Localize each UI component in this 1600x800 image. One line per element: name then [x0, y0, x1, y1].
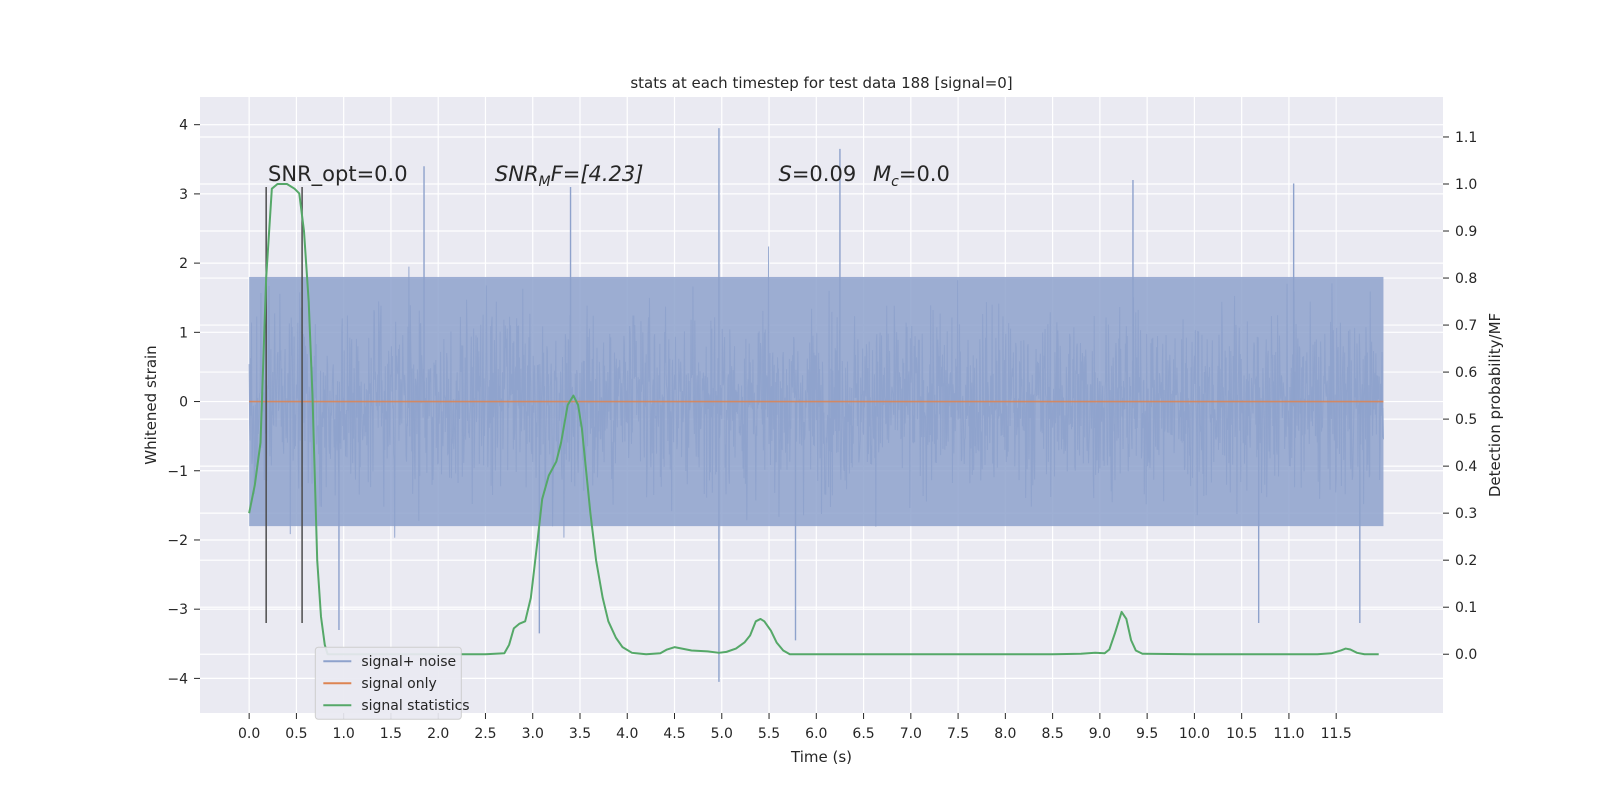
- y-tick-label: −4: [167, 671, 188, 687]
- y2-tick-label: 1.0: [1455, 177, 1477, 193]
- annotation-s-main: S: [778, 162, 791, 186]
- x-tick-label: 7.0: [900, 726, 922, 742]
- annotation-snr-mf-main: SNR: [495, 162, 539, 186]
- x-tick-label: 5.5: [758, 726, 780, 742]
- annotation-mc-sub: c: [891, 174, 899, 190]
- annotation-s: S=0.09: [778, 162, 856, 186]
- annotation-s-rest: =0.09: [792, 162, 856, 186]
- y-tick-label: 3: [179, 187, 188, 203]
- y-tick-label: −2: [167, 533, 188, 549]
- annotation-mc-main: M: [873, 162, 891, 186]
- x-axis-label: Time (s): [790, 748, 852, 766]
- signal-statistics-series: [248, 182, 1379, 656]
- x-tick-label: 4.5: [663, 726, 685, 742]
- y-tick-label: −3: [167, 602, 188, 618]
- x-tick-label: 3.0: [522, 726, 544, 742]
- y2-tick-label: 1.1: [1455, 130, 1477, 146]
- vertical-markers: [265, 186, 303, 624]
- x-tick-label: 2.5: [474, 726, 496, 742]
- y-tick-label: −1: [167, 464, 188, 480]
- x-tick-label: 1.5: [380, 726, 402, 742]
- y-tick-label: 0: [179, 395, 188, 411]
- x-tick-label: 7.5: [947, 726, 969, 742]
- y2-tick-label: 0.5: [1455, 412, 1477, 428]
- y-axis-label: Whitened strain: [142, 345, 160, 464]
- x-tick-label: 5.0: [711, 726, 733, 742]
- signal-noise-line: [248, 246, 1384, 538]
- x-tick-label: 10.0: [1179, 726, 1210, 742]
- x-tick-label: 11.0: [1273, 726, 1304, 742]
- legend-label-signal-only: signal only: [361, 676, 436, 692]
- x-tick-label: 4.0: [616, 726, 638, 742]
- x-tick-label: 1.0: [333, 726, 355, 742]
- signal-statistics-line: [248, 182, 1379, 656]
- y-tick-label: 2: [179, 256, 188, 272]
- y2-tick-label: 0.1: [1455, 600, 1477, 616]
- x-tick-label: 3.5: [569, 726, 591, 742]
- y2-tick-label: 0.4: [1455, 459, 1477, 475]
- x-tick-label: 9.0: [1089, 726, 1111, 742]
- legend-label-signal-statistics: signal statistics: [361, 698, 469, 714]
- annotation-snr-mf-rest: F=[4.23]: [551, 162, 644, 186]
- x-tick-label: 10.5: [1226, 726, 1257, 742]
- x-tick-label: 8.5: [1041, 726, 1063, 742]
- y-tick-label: 4: [179, 118, 188, 134]
- legend-label-signal-noise: signal+ noise: [361, 654, 456, 670]
- y2-tick-label: 0.8: [1455, 271, 1477, 287]
- chart-title: stats at each timestep for test data 188…: [630, 74, 1012, 92]
- x-tick-label: 11.5: [1321, 726, 1352, 742]
- x-tick-label: 6.5: [852, 726, 874, 742]
- annotation-mc: Mc=0.0: [873, 162, 950, 190]
- x-tick-label: 8.0: [994, 726, 1016, 742]
- y-tick-label: 1: [179, 325, 188, 341]
- y2-tick-label: 0.6: [1455, 365, 1477, 381]
- annotation-mc-rest: =0.0: [899, 162, 950, 186]
- y2-tick-label: 0.0: [1455, 647, 1477, 663]
- y2-axis-label: Detection probability/MF: [1486, 313, 1504, 497]
- legend-box: [314, 646, 462, 720]
- x-tick-label: 0.5: [285, 726, 307, 742]
- y2-tick-label: 0.2: [1455, 553, 1477, 569]
- x-tick-label: 9.5: [1136, 726, 1158, 742]
- x-tick-label: 6.0: [805, 726, 827, 742]
- y2-tick-label: 0.7: [1455, 318, 1477, 334]
- x-tick-label: 2.0: [427, 726, 449, 742]
- axis-ticks: 0.0 0.5 1.0 1.5 2.0 2.5 3.0 3.5 4.0 4.5 5.0 5.5 6.0 6…: [167, 118, 1477, 742]
- x-tick-label: 0.0: [238, 726, 260, 742]
- y2-tick-label: 0.3: [1455, 506, 1477, 522]
- annotation-snr-opt: SNR_opt=0.0: [268, 162, 408, 187]
- y2-tick-label: 0.9: [1455, 224, 1477, 240]
- annotation-snr-mf: SNRMF=[4.23]: [495, 162, 644, 190]
- legend: signal+ noise signal only signal statist…: [314, 646, 470, 720]
- annotation-snr-mf-sub: M: [539, 174, 551, 190]
